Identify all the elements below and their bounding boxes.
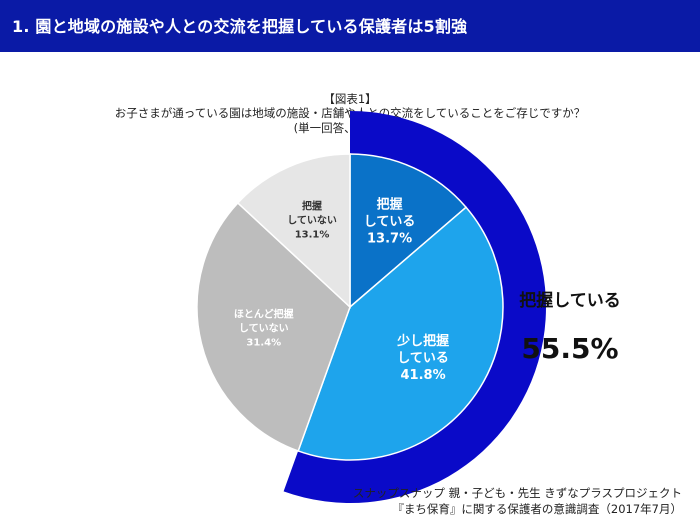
pie-slice-2 (297, 206, 504, 461)
pie-slice-label-4: 把握していない 13.1% (287, 200, 337, 241)
highlight-value: 55.5% (521, 332, 619, 365)
pie-layer: 把握している 13.7% 少し把握している 41.8% ほとんど把握していない 31.4%… (196, 111, 547, 504)
highlight-label: 把握している (519, 291, 621, 311)
pie-slice-label-3: ほとんど把握していない 31.4% (234, 307, 294, 348)
pie-slice-4 (236, 153, 351, 309)
pie-slice-3 (196, 201, 351, 452)
pie-slice-1 (349, 153, 468, 309)
pie-slice-label-2: 少し把握している 41.8% (396, 333, 449, 383)
header-bar (0, 0, 700, 52)
pie-slice-label-1: 把握している 13.7% (364, 196, 416, 246)
source-line-2: 『まち保育』に関する保護者の意識調査（2017年7月） (392, 502, 682, 516)
figure-label: 【図表1】 (323, 92, 377, 106)
source-line-1: スナップスナップ 親・子ども・先生 きずなプラスプロジェクト (352, 486, 682, 500)
page-title: 1. 園と地域の施設や人との交流を把握している保護者は5割強 (12, 17, 468, 36)
